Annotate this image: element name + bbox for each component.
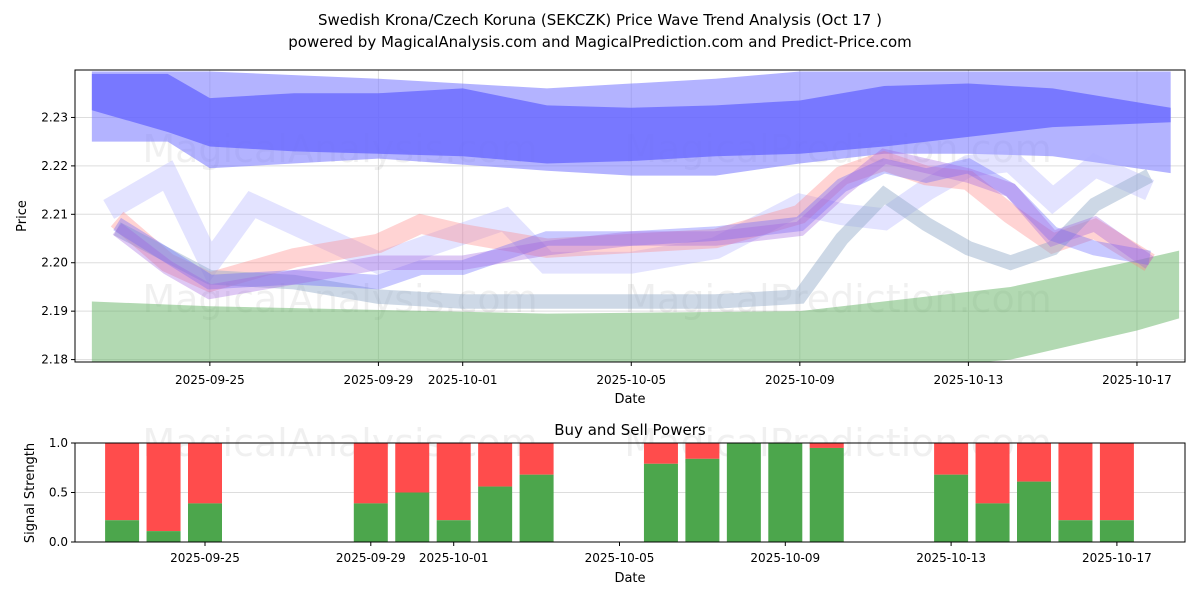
- sell-bar: [685, 443, 720, 459]
- buy-bar: [934, 474, 969, 542]
- x-tick-label: 2025-09-25: [175, 373, 245, 387]
- sell-bar: [643, 443, 678, 464]
- y-tick-label: 2.19: [41, 304, 68, 318]
- sell-bar: [146, 443, 181, 532]
- x-tick-label: 2025-10-01: [419, 551, 489, 565]
- buy-bar: [1058, 520, 1093, 542]
- y-tick-label: 2.21: [41, 207, 68, 221]
- purple-wave-line: [112, 148, 1154, 300]
- y-tick-label: 0.5: [49, 486, 68, 500]
- red-wave-line: [110, 150, 1155, 293]
- y-tick-label: 2.22: [41, 159, 68, 173]
- upper-wave-dark-band: [91, 73, 1171, 164]
- buy-bar: [395, 492, 430, 542]
- sell-bar: [353, 443, 388, 504]
- x-tick-label: 2025-10-01: [428, 373, 498, 387]
- buy-bar: [105, 520, 140, 542]
- sell-bar: [436, 443, 471, 521]
- x-tick-label: 2025-10-13: [916, 551, 986, 565]
- buy-bar: [643, 463, 678, 542]
- sell-bar: [809, 443, 844, 448]
- sell-bar: [934, 443, 969, 475]
- x-axis-label: Date: [614, 392, 645, 407]
- x-tick-label: 2025-09-29: [344, 373, 414, 387]
- sell-bar: [188, 443, 222, 504]
- sell-bar: [519, 443, 554, 475]
- x-tick-label: 2025-10-05: [596, 373, 666, 387]
- buy-bar: [975, 503, 1010, 542]
- x-tick-label: 2025-10-09: [765, 373, 835, 387]
- buy-bar: [1017, 481, 1051, 542]
- x-tick-label: 2025-09-29: [336, 551, 406, 565]
- x-tick-label: 2025-10-09: [750, 551, 820, 565]
- buy-bar: [809, 447, 844, 542]
- series-group: [91, 71, 1180, 362]
- lavender-wave-line: [103, 149, 1155, 284]
- sell-bar: [105, 443, 140, 521]
- plot-frame: [74, 442, 1186, 543]
- x-tick-label: 2025-10-13: [934, 373, 1004, 387]
- sell-bar: [975, 443, 1010, 504]
- buy-bar: [353, 503, 388, 542]
- price-plot: 2025-09-25 2025-09-29 2025-10-01 2025-10-05…: [15, 69, 1186, 407]
- y-tick-label: 0.0: [49, 535, 68, 549]
- y-axis-label: Signal Strength: [23, 443, 38, 543]
- x-tick-label: 2025-10-17: [1082, 551, 1152, 565]
- chart-subtitle: powered by MagicalAnalysis.com and Magic…: [288, 33, 912, 51]
- sell-bar: [1058, 443, 1093, 521]
- x-tick-label: 2025-09-25: [170, 551, 240, 565]
- y-axis-label: Price: [15, 200, 30, 232]
- bar-chart-title: Buy and Sell Powers: [554, 421, 706, 439]
- y-tick-label: 2.23: [41, 110, 68, 124]
- gray-green-wave-line: [113, 169, 1154, 309]
- sell-bar: [395, 443, 430, 493]
- blue-wave-line: [113, 158, 1151, 290]
- buy-bar: [436, 520, 471, 542]
- sell-bar: [478, 443, 513, 487]
- buy-bar: [1099, 520, 1134, 542]
- buy-bar: [146, 531, 181, 542]
- buy-bar: [768, 443, 803, 542]
- sell-bar: [1017, 443, 1051, 482]
- chart-title: Swedish Krona/Czech Koruna (SEKCZK) Pric…: [318, 11, 882, 29]
- y-tick-label: 1.0: [49, 436, 68, 450]
- y-tick-label: 2.18: [41, 353, 68, 367]
- y-tick-label: 2.20: [41, 256, 68, 270]
- buy-bar: [685, 458, 720, 542]
- buy-bar: [478, 486, 513, 542]
- x-axis-label: Date: [614, 571, 645, 586]
- x-tick-label: 2025-10-17: [1102, 373, 1172, 387]
- sell-bar: [1099, 443, 1134, 521]
- buy-bar: [188, 503, 222, 542]
- plot-frame: [74, 69, 1186, 363]
- buy-bar: [519, 474, 554, 542]
- x-tick-label: 2025-10-05: [585, 551, 655, 565]
- buy-bar: [726, 443, 761, 542]
- lower-wave-green-band: [91, 250, 1180, 362]
